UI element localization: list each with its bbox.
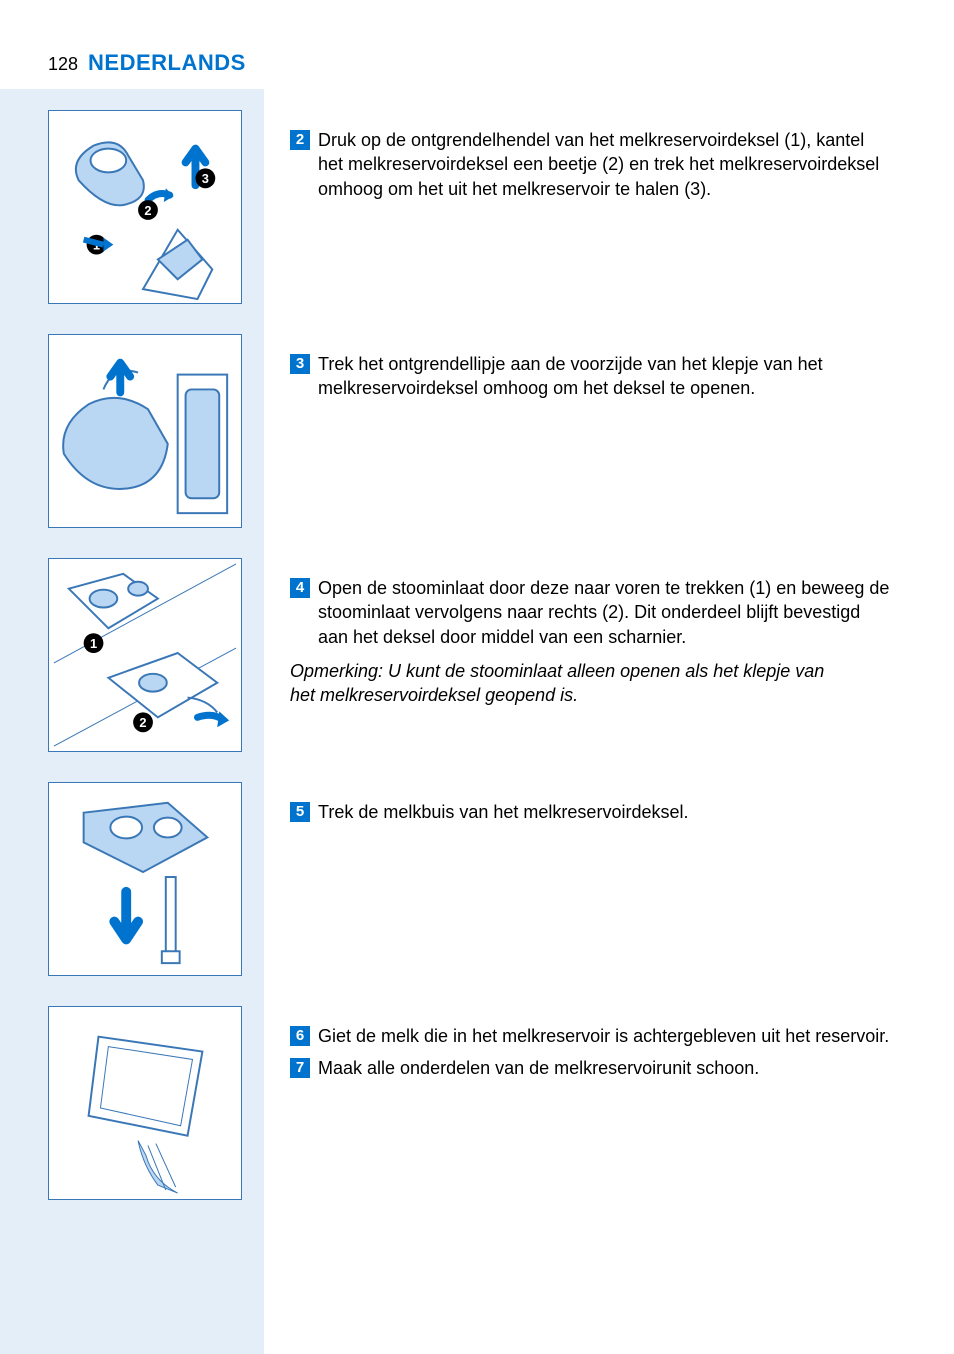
instruction-step: 6 Giet de melk die in het melkreservoir … — [0, 1006, 954, 1206]
step-illustration — [48, 1006, 242, 1200]
step-illustration — [48, 334, 242, 528]
step-text: Druk op de ontgrendelhendel van het melk… — [318, 128, 894, 201]
step-number-badge: 6 — [290, 1026, 310, 1046]
instruction-step: 1 2 3 2 Druk op de ontgrendelhendel van … — [0, 110, 954, 334]
step-illustration — [48, 782, 242, 976]
step-text: Trek de melkbuis van het melkreservoirde… — [318, 800, 688, 824]
instruction-step: 1 2 4 Open de stoominlaat door deze naar… — [0, 558, 954, 782]
instruction-step: 5 Trek de melkbuis van het melkreservoir… — [0, 782, 954, 1006]
step-text: Open de stoominlaat door deze naar voren… — [318, 576, 894, 649]
svg-text:1: 1 — [90, 636, 97, 651]
svg-text:2: 2 — [139, 715, 146, 730]
step-number-badge: 5 — [290, 802, 310, 822]
svg-text:2: 2 — [144, 203, 151, 218]
step-body: 3 Trek het ontgrendellipje aan de voorzi… — [290, 334, 954, 407]
step-number-badge: 7 — [290, 1058, 310, 1078]
step-text: Maak alle onderdelen van de melkreservoi… — [318, 1056, 759, 1080]
instruction-step: 3 Trek het ontgrendellipje aan de voorzi… — [0, 334, 954, 558]
step-body: 4 Open de stoominlaat door deze naar vor… — [290, 558, 954, 707]
step-body: 5 Trek de melkbuis van het melkreservoir… — [290, 782, 954, 830]
section-title: NEDERLANDS — [88, 48, 246, 78]
page-header: 128 NEDERLANDS — [48, 48, 246, 78]
page-number: 128 — [48, 52, 78, 76]
step-body: 6 Giet de melk die in het melkreservoir … — [290, 1006, 954, 1087]
step-body: 2 Druk op de ontgrendelhendel van het me… — [290, 110, 954, 207]
svg-text:3: 3 — [202, 171, 209, 186]
step-number-badge: 3 — [290, 354, 310, 374]
step-number-badge: 2 — [290, 130, 310, 150]
step-text: Giet de melk die in het melkreservoir is… — [318, 1024, 889, 1048]
step-illustration: 1 2 3 — [48, 110, 242, 304]
step-text: Trek het ontgrendellipje aan de voorzijd… — [318, 352, 894, 401]
content-area: 1 2 3 2 Druk op de ontgrendelhendel van … — [0, 110, 954, 1206]
step-illustration: 1 2 — [48, 558, 242, 752]
step-number-badge: 4 — [290, 578, 310, 598]
step-note: Opmerking: U kunt de stoominlaat alleen … — [290, 659, 894, 708]
